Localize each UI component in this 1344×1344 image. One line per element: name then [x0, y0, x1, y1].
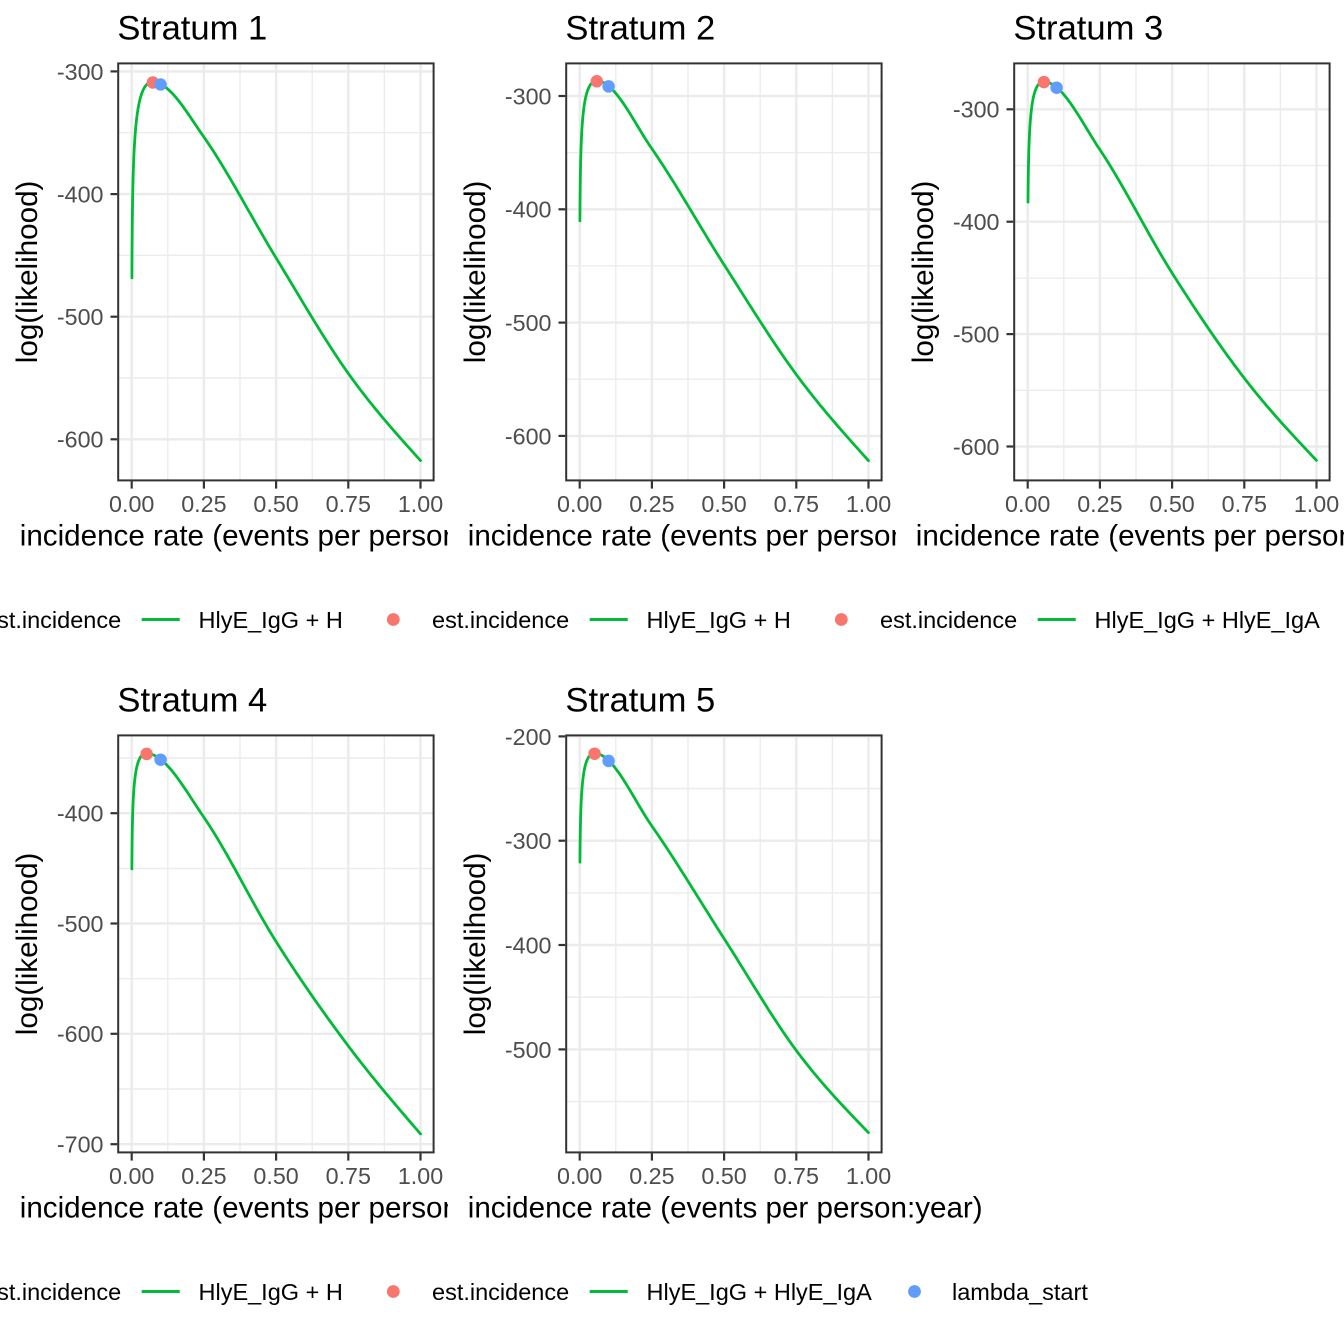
svg-text:est.incidence: est.incidence — [0, 1279, 121, 1305]
svg-text:0.25: 0.25 — [629, 1163, 674, 1189]
svg-text:0.25: 0.25 — [181, 491, 226, 517]
svg-text:incidence rate (events per per: incidence rate (events per person:year) — [20, 520, 535, 553]
svg-text:-400: -400 — [505, 932, 552, 958]
svg-text:log(likelihood): log(likelihood) — [459, 853, 492, 1036]
svg-text:incidence rate (events per per: incidence rate (events per person:year) — [468, 520, 983, 553]
svg-text:-400: -400 — [57, 182, 104, 208]
svg-text:0.00: 0.00 — [109, 491, 154, 517]
svg-text:0.00: 0.00 — [557, 1163, 602, 1189]
svg-text:est.incidence: est.incidence — [432, 1279, 569, 1305]
svg-text:0.75: 0.75 — [326, 1163, 371, 1189]
svg-text:-300: -300 — [953, 97, 1000, 123]
svg-text:0.50: 0.50 — [253, 491, 298, 517]
svg-text:log(likelihood): log(likelihood) — [907, 181, 940, 364]
svg-text:Stratum 3: Stratum 3 — [1013, 10, 1163, 48]
svg-text:HlyE_IgG + H: HlyE_IgG + H — [199, 1279, 343, 1305]
svg-text:0.25: 0.25 — [181, 1163, 226, 1189]
svg-text:0.25: 0.25 — [1077, 491, 1122, 517]
svg-text:0.50: 0.50 — [1149, 491, 1194, 517]
svg-text:-500: -500 — [505, 310, 552, 336]
svg-text:-300: -300 — [505, 83, 552, 109]
svg-text:-400: -400 — [953, 209, 1000, 235]
svg-text:0.75: 0.75 — [1222, 491, 1267, 517]
svg-text:log(likelihood): log(likelihood) — [11, 853, 44, 1036]
svg-text:-300: -300 — [505, 828, 552, 854]
svg-text:0.00: 0.00 — [109, 1163, 154, 1189]
svg-text:incidence rate (events per per: incidence rate (events per person:year) — [468, 1192, 983, 1225]
svg-text:-500: -500 — [57, 304, 104, 330]
svg-text:HlyE_IgG + H: HlyE_IgG + H — [199, 607, 343, 633]
svg-text:incidence rate (events per per: incidence rate (events per person:year) — [916, 520, 1344, 553]
svg-text:1.00: 1.00 — [846, 491, 891, 517]
svg-text:1.00: 1.00 — [398, 1163, 443, 1189]
svg-text:-700: -700 — [57, 1132, 104, 1158]
svg-text:-500: -500 — [57, 911, 104, 937]
svg-text:-200: -200 — [505, 724, 552, 750]
svg-text:log(likelihood): log(likelihood) — [459, 181, 492, 364]
svg-text:1.00: 1.00 — [398, 491, 443, 517]
svg-text:-600: -600 — [953, 434, 1000, 460]
svg-text:est.incidence: est.incidence — [0, 607, 121, 633]
svg-text:lambda_start: lambda_start — [952, 1279, 1088, 1305]
svg-text:0.50: 0.50 — [701, 1163, 746, 1189]
svg-text:0.75: 0.75 — [326, 491, 371, 517]
svg-text:-500: -500 — [953, 322, 1000, 348]
svg-text:-400: -400 — [57, 801, 104, 827]
svg-text:-500: -500 — [505, 1037, 552, 1063]
svg-text:-600: -600 — [57, 1021, 104, 1047]
svg-text:Stratum 5: Stratum 5 — [565, 682, 715, 720]
svg-text:0.75: 0.75 — [774, 491, 819, 517]
svg-text:est.incidence: est.incidence — [432, 607, 569, 633]
svg-text:0.75: 0.75 — [774, 1163, 819, 1189]
svg-text:0.50: 0.50 — [253, 1163, 298, 1189]
svg-text:incidence rate (events per per: incidence rate (events per person:year) — [20, 1192, 535, 1225]
svg-text:0.00: 0.00 — [557, 491, 602, 517]
svg-text:-600: -600 — [505, 423, 552, 449]
svg-text:1.00: 1.00 — [846, 1163, 891, 1189]
svg-text:log(likelihood): log(likelihood) — [11, 181, 44, 364]
svg-text:Stratum 2: Stratum 2 — [565, 10, 715, 48]
svg-text:-300: -300 — [57, 59, 104, 85]
svg-text:0.50: 0.50 — [701, 491, 746, 517]
svg-text:HlyE_IgG + HlyE_IgA: HlyE_IgG + HlyE_IgA — [1095, 607, 1321, 633]
svg-text:0.00: 0.00 — [1005, 491, 1050, 517]
svg-text:Stratum 4: Stratum 4 — [117, 682, 267, 720]
svg-text:HlyE_IgG + H: HlyE_IgG + H — [647, 607, 791, 633]
svg-text:-400: -400 — [505, 197, 552, 223]
svg-text:Stratum 1: Stratum 1 — [117, 10, 267, 48]
svg-text:1.00: 1.00 — [1294, 491, 1339, 517]
svg-text:0.25: 0.25 — [629, 491, 674, 517]
svg-text:HlyE_IgG + HlyE_IgA: HlyE_IgG + HlyE_IgA — [647, 1279, 873, 1305]
svg-text:-600: -600 — [57, 427, 104, 453]
svg-text:est.incidence: est.incidence — [880, 607, 1017, 633]
